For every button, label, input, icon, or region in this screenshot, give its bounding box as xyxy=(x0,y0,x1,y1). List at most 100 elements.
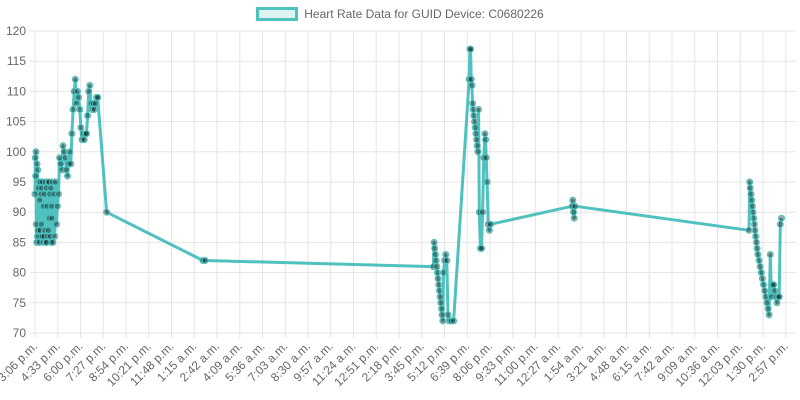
data-point xyxy=(442,251,450,258)
data-point xyxy=(199,257,207,264)
data-point xyxy=(64,172,71,180)
y-tick-label: 85 xyxy=(13,235,27,249)
y-tick-label: 70 xyxy=(13,326,27,340)
data-point xyxy=(758,275,766,283)
data-point xyxy=(41,226,49,234)
data-point xyxy=(479,208,487,216)
data-point xyxy=(482,136,490,144)
data-point xyxy=(435,287,443,295)
data-point xyxy=(755,257,763,264)
data-point xyxy=(34,166,42,174)
data-point xyxy=(748,196,756,204)
data-point xyxy=(48,202,56,210)
x-axis: 3:06 p.m.4:33 p.m.6:00 p.m.7:27 p.m.8:54… xyxy=(0,339,791,389)
data-point xyxy=(36,196,44,204)
y-tick-label: 115 xyxy=(7,54,26,68)
data-point xyxy=(37,220,45,228)
data-point xyxy=(80,136,88,144)
data-point xyxy=(59,142,67,150)
series-heart-rate xyxy=(31,45,785,325)
data-point xyxy=(487,220,494,228)
data-point xyxy=(51,232,59,240)
data-point xyxy=(757,269,765,277)
data-point xyxy=(773,299,781,307)
data-point xyxy=(50,190,58,198)
y-tick-label: 95 xyxy=(13,175,27,189)
data-point xyxy=(447,317,455,325)
y-tick-label: 105 xyxy=(6,115,26,129)
data-point xyxy=(747,190,755,198)
data-point xyxy=(439,317,447,325)
data-point xyxy=(752,238,760,246)
data-point xyxy=(53,220,60,228)
y-axis: 70 75 80 85 90 95 100 105 110 115 120 xyxy=(6,24,26,340)
data-point xyxy=(480,154,488,162)
data-point xyxy=(71,75,79,83)
data-point xyxy=(746,184,754,192)
data-point xyxy=(77,124,85,132)
legend[interactable]: Heart Rate Data for GUID Device: C068022… xyxy=(0,6,800,21)
data-point xyxy=(61,154,69,162)
data-point xyxy=(770,281,778,289)
data-point xyxy=(469,100,477,107)
data-point xyxy=(433,263,441,271)
data-point xyxy=(481,130,489,138)
data-point xyxy=(470,112,478,120)
data-point xyxy=(75,93,83,101)
data-point xyxy=(94,93,102,101)
data-point xyxy=(746,178,754,186)
data-point xyxy=(765,311,773,319)
data-point xyxy=(40,202,47,210)
data-point xyxy=(750,220,758,228)
data-point xyxy=(473,136,481,144)
data-point xyxy=(431,244,439,252)
data-point xyxy=(33,160,41,168)
data-point xyxy=(475,106,483,113)
data-point xyxy=(444,311,452,319)
data-point xyxy=(68,130,76,138)
data-point xyxy=(55,190,62,198)
y-tick-label: 100 xyxy=(6,145,26,159)
data-point xyxy=(465,75,473,83)
data-point xyxy=(86,81,94,89)
chart-grid xyxy=(30,30,796,338)
data-point xyxy=(771,287,779,295)
data-point xyxy=(49,238,57,246)
data-point xyxy=(66,148,74,156)
data-point xyxy=(438,305,445,313)
data-point xyxy=(430,238,438,246)
data-point xyxy=(84,112,92,120)
data-point xyxy=(753,244,761,252)
data-point xyxy=(471,124,479,132)
data-point xyxy=(467,75,475,83)
data-point xyxy=(762,293,770,301)
data-point xyxy=(570,208,577,216)
data-point xyxy=(468,81,476,89)
data-point xyxy=(754,251,762,258)
data-point xyxy=(32,148,40,156)
data-point xyxy=(31,190,39,198)
data-point xyxy=(750,214,758,222)
y-tick-label: 75 xyxy=(13,296,27,310)
data-point xyxy=(48,214,56,222)
data-point xyxy=(763,299,771,307)
data-point xyxy=(483,178,491,186)
data-point xyxy=(778,214,785,222)
data-point xyxy=(434,275,442,283)
data-point xyxy=(485,226,493,234)
data-point xyxy=(766,251,774,258)
data-point xyxy=(44,226,52,234)
data-point xyxy=(57,160,65,168)
data-point xyxy=(53,202,61,210)
data-point xyxy=(776,220,784,228)
y-tick-label: 80 xyxy=(13,266,27,280)
y-tick-label: 120 xyxy=(6,24,26,38)
data-point xyxy=(47,184,55,192)
data-point xyxy=(745,226,753,234)
data-point xyxy=(62,166,70,174)
data-point xyxy=(72,100,80,107)
y-tick-label: 110 xyxy=(7,84,26,98)
data-point xyxy=(471,118,479,126)
data-point xyxy=(756,263,764,271)
data-point xyxy=(65,160,73,168)
